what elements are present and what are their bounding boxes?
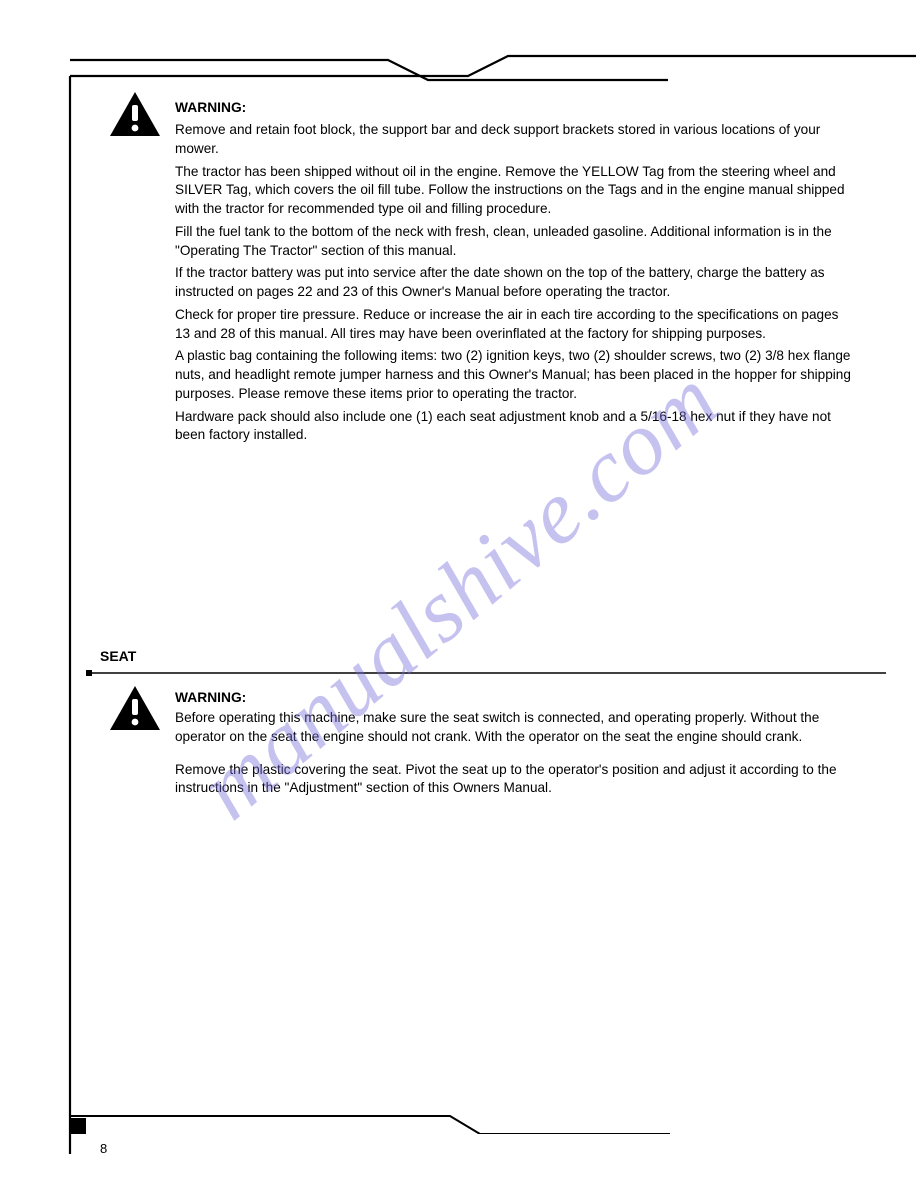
body-paragraph: A plastic bag containing the following i…	[175, 347, 855, 403]
page-number: 8	[100, 1141, 107, 1156]
body-paragraph: If the tractor battery was put into serv…	[175, 264, 855, 302]
warning-label: WARNING:	[175, 688, 855, 707]
warning-icon	[108, 90, 162, 138]
body-paragraph: Check for proper tire pressure. Reduce o…	[175, 306, 855, 344]
body-paragraph: Remove the plastic covering the seat. Pi…	[175, 761, 855, 799]
warning-section-2: WARNING: Before operating this machine, …	[175, 688, 855, 812]
section-title: SEAT	[100, 648, 136, 664]
warning-body: Remove and retain foot block, the suppor…	[175, 121, 855, 159]
corner-tab	[70, 1118, 86, 1134]
body-paragraph: Fill the fuel tank to the bottom of the …	[175, 223, 855, 261]
warning-icon	[108, 684, 162, 732]
warning-label: WARNING:	[175, 98, 855, 117]
body-paragraph: The tractor has been shipped without oil…	[175, 163, 855, 219]
section-divider	[86, 664, 886, 672]
warning-section-1: WARNING: Remove and retain foot block, t…	[175, 98, 855, 449]
warning-body: Before operating this machine, make sure…	[175, 709, 855, 747]
body-paragraph: Hardware pack should also include one (1…	[175, 408, 855, 446]
